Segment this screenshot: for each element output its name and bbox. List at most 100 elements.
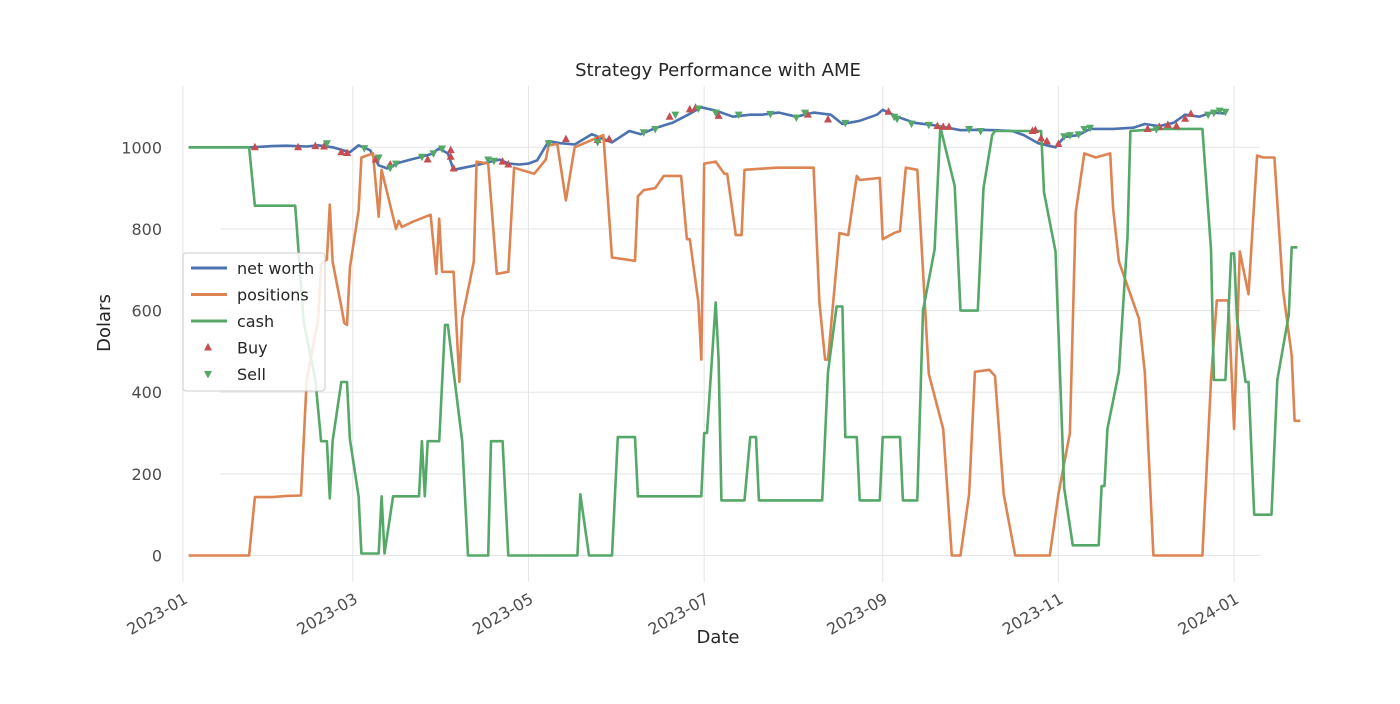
buy-marker [371,155,380,163]
sell-marker [438,145,447,154]
marker-layer [250,103,1230,173]
sell-marker [392,160,400,169]
sell-marker [374,154,383,163]
sell-marker [489,157,498,166]
sell-marker [322,140,331,148]
x-tick-label: 2023-05 [469,589,536,639]
legend-label: Sell [237,365,266,384]
sell-marker [1080,125,1089,134]
sell-marker [360,145,369,153]
grid [182,86,1260,582]
buy-marker [933,121,942,130]
buy-marker [337,147,346,156]
buy-marker [824,115,832,123]
buy-marker [446,145,455,154]
sell-marker [800,109,809,118]
sell-marker [417,153,426,162]
x-tick-label: 2023-09 [823,589,890,639]
sell-marker [893,115,902,124]
sell-marker [429,150,438,158]
x-tick-label: 2023-03 [293,589,360,639]
series-layer [188,106,1301,557]
x-tick-label: 2023-11 [999,589,1066,639]
sell-marker [734,111,743,120]
buy-marker [1186,109,1195,117]
legend-swatch [204,343,212,351]
legend-label: cash [237,312,274,331]
series-line-cash [188,125,1298,557]
sell-marker [976,127,985,136]
buy-marker [1163,120,1172,128]
y-tick-label: 0 [152,547,162,566]
sell-marker [386,164,395,173]
sell-marker [1074,131,1083,139]
y-tick-label: 1000 [121,138,162,157]
buy-marker [498,157,507,165]
sell-marker [1086,124,1095,133]
sell-marker [792,114,801,123]
buy-marker [1143,124,1152,132]
sell-marker [841,119,850,128]
buy-marker [561,134,570,143]
buy-marker [1037,133,1046,142]
chart-title: Strategy Performance with AME [575,60,861,81]
y-tick-label: 600 [131,302,162,321]
buy-marker [250,142,259,151]
buy-marker [665,112,674,120]
sell-marker [694,105,703,114]
y-tick-label: 400 [131,383,162,402]
sell-marker [1204,111,1213,120]
buy-marker [714,111,723,119]
buy-marker [343,148,352,157]
buy-marker [311,141,320,150]
buy-marker [1181,114,1190,122]
sell-marker [593,139,602,147]
legend-box [182,252,326,392]
y-tick-label: 200 [131,465,162,484]
legend: net worth positions cash Buy Sell [182,252,326,392]
sell-marker [1221,108,1230,117]
buy-marker [605,134,614,143]
sell-marker [671,111,680,120]
y-axis-label: Dolars [94,294,115,352]
sell-marker [1209,109,1218,118]
buy-marker [884,107,893,115]
x-tick-label: 2024-01 [1175,589,1242,639]
buy-marker [803,110,812,118]
buy-marker [685,104,694,113]
y-tick-label: 800 [131,220,162,239]
sell-marker [907,120,916,129]
legend-label: positions [237,286,309,305]
buy-marker [294,142,303,151]
sell-marker [1215,107,1224,116]
sell-marker [651,125,660,134]
sell-marker [484,156,493,165]
sell-marker [1060,133,1069,141]
buy-marker [423,155,432,163]
x-axis-label: Date [696,627,739,648]
sell-marker [924,121,933,130]
buy-marker [449,164,458,172]
legend-label: net worth [237,259,314,278]
sell-marker [766,110,775,119]
buy-marker [1031,125,1040,134]
buy-marker [939,122,948,130]
legend-swatch [204,371,212,379]
series-line-positions [188,133,1301,557]
buy-marker [1054,139,1063,148]
buy-marker [1042,136,1051,145]
sell-marker [544,140,553,148]
buy-marker [446,152,455,160]
sell-marker [1152,125,1161,134]
sell-marker [1065,132,1074,140]
legend-label: Buy [237,339,268,358]
buy-marker [320,141,328,150]
x-tick-label: 2023-01 [123,589,190,639]
sell-marker [965,125,974,134]
sell-marker [639,129,648,137]
buy-marker [944,122,953,130]
buy-marker [1172,121,1181,130]
buy-marker [504,159,513,168]
